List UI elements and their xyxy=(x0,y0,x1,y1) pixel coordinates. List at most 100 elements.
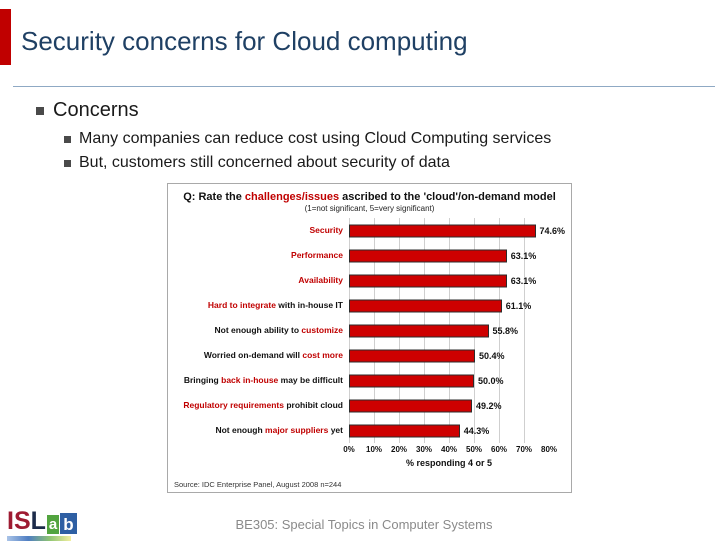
chart-figure: Q: Rate the challenges/issues ascribed t… xyxy=(167,183,572,493)
text-segment: major suppliers xyxy=(265,424,329,435)
text-segment: prohibit cloud xyxy=(283,399,343,410)
bar-track: 63.1% xyxy=(349,243,549,268)
chart-row: Not enough ability to customize 55.8% xyxy=(174,318,565,343)
text-segment: Not enough ability to xyxy=(214,324,302,335)
chart-rows: Security 74.6% Performance 63.1% Availabilit… xyxy=(174,218,565,443)
text-segment: ascribed to the 'cloud'/on-demand model xyxy=(339,191,556,203)
logo-text-b: b xyxy=(60,513,77,534)
x-tick-label: 40% xyxy=(440,445,458,454)
bar xyxy=(349,249,507,262)
sub-bullet-cost-label: Many companies can reduce cost using Clo… xyxy=(79,130,552,147)
bar-track: 49.2% xyxy=(349,393,549,418)
x-tick-label: 80% xyxy=(540,445,558,454)
bar-track: 61.1% xyxy=(349,293,549,318)
x-axis-label: % responding 4 or 5 xyxy=(405,458,492,468)
value-label: 74.6% xyxy=(539,225,566,236)
text-segment: Hard to integrate xyxy=(207,299,276,310)
text-segment: Worried on-demand will xyxy=(203,349,303,360)
islab-logo-text: IS L a b xyxy=(7,507,77,535)
bar xyxy=(349,224,536,237)
value-label: 63.1% xyxy=(510,250,537,261)
text-segment: cost more xyxy=(302,349,343,360)
value-label: 44.3% xyxy=(463,425,490,436)
category-label: Worried on-demand will cost more xyxy=(174,349,349,360)
bar-track: 63.1% xyxy=(349,268,549,293)
text-segment: with in-house IT xyxy=(275,299,343,310)
title-divider xyxy=(13,86,715,87)
bar-track: 44.3% xyxy=(349,418,549,443)
value-label: 50.0% xyxy=(478,375,504,386)
chart-row: Hard to integrate with in-house IT 61.1% xyxy=(174,293,565,318)
bar xyxy=(349,324,489,337)
square-bullet-icon xyxy=(64,159,71,167)
x-tick-label: 10% xyxy=(365,445,383,454)
text-segment: Q: Rate the xyxy=(183,191,245,203)
chart-title: Q: Rate the challenges/issues ascribed t… xyxy=(174,191,565,203)
square-bullet-icon xyxy=(36,106,44,115)
x-tick-label: 30% xyxy=(415,445,433,454)
bar xyxy=(349,374,474,387)
footer-text: BE305: Special Topics in Computer System… xyxy=(235,517,493,532)
bar xyxy=(349,299,502,312)
x-tick-label: 50% xyxy=(465,445,483,454)
logo-text-l: L xyxy=(30,507,46,535)
x-axis-ticks: 0% 10% 20% 30% 40% 50% 60% 70% 80% xyxy=(343,445,557,456)
sub-bullet-security-label: But, customers still concerned about sec… xyxy=(79,154,450,171)
bar-track: 74.6% xyxy=(349,218,565,243)
chart-row: Performance 63.1% xyxy=(174,243,565,268)
value-label: 63.1% xyxy=(510,275,537,286)
bar-track: 55.8% xyxy=(349,318,549,343)
category-label: Regulatory requirements prohibit cloud xyxy=(174,399,349,410)
square-bullet-icon xyxy=(64,135,71,143)
bar xyxy=(349,399,472,412)
chart-row: Bringing back in-house may be difficult 5… xyxy=(174,368,565,393)
category-label: Bringing back in-house may be difficult xyxy=(174,374,349,385)
text-segment: Not enough xyxy=(215,424,266,435)
x-tick-label: 70% xyxy=(515,445,533,454)
category-label: Not enough ability to customize xyxy=(174,324,349,335)
bullet-concerns-label: Concerns xyxy=(53,99,139,121)
logo-text-is: IS xyxy=(7,507,31,535)
value-label: 61.1% xyxy=(505,300,532,311)
bar-track: 50.0% xyxy=(349,368,549,393)
sub-bullet-cost: Many companies can reduce cost using Clo… xyxy=(64,130,551,148)
chart-row: Worried on-demand will cost more 50.4% xyxy=(174,343,565,368)
bar xyxy=(349,274,507,287)
slide-title: Security concerns for Cloud computing xyxy=(21,26,468,56)
text-segment: back in-house xyxy=(221,374,279,385)
text-segment: Bringing xyxy=(183,374,222,385)
x-tick-label: 20% xyxy=(390,445,408,454)
logo-text-a: a xyxy=(46,515,60,534)
text-segment: Availability xyxy=(298,274,343,285)
text-segment: challenges/issues xyxy=(244,191,340,203)
chart-row: Not enough major suppliers yet 44.3% xyxy=(174,418,565,443)
category-label: Security xyxy=(174,224,349,235)
value-label: 55.8% xyxy=(492,325,519,336)
bar xyxy=(349,424,460,437)
x-tick-label: 0% xyxy=(343,445,355,454)
text-segment: Security xyxy=(309,224,343,235)
bullet-concerns: Concerns xyxy=(36,99,139,122)
source-text: Source: IDC Enterprise Panel, August 200… xyxy=(174,480,342,489)
value-label: 50.4% xyxy=(479,350,505,361)
category-label: Performance xyxy=(174,250,349,260)
text-segment: may be difficult xyxy=(278,374,343,385)
red-accent-bar xyxy=(0,9,11,65)
islab-logo: IS L a b xyxy=(7,507,77,541)
chart-row: Availability 63.1% xyxy=(174,268,565,293)
x-tick-label: 60% xyxy=(490,445,508,454)
chart-row: Security 74.6% xyxy=(174,218,565,243)
chart-row: Regulatory requirements prohibit cloud 49… xyxy=(174,393,565,418)
text-segment: Regulatory requirements xyxy=(183,399,284,410)
category-label: Hard to integrate with in-house IT xyxy=(174,299,349,310)
sub-bullet-security: But, customers still concerned about sec… xyxy=(64,154,450,172)
text-segment: customize xyxy=(301,324,343,335)
category-label: Availability xyxy=(174,274,349,285)
bar xyxy=(349,349,475,362)
chart-subtitle: (1=not significant, 5=very significant) xyxy=(304,204,435,213)
value-label: 49.2% xyxy=(476,400,502,411)
logo-gradient-strip xyxy=(7,536,71,541)
text-segment: yet xyxy=(328,424,343,435)
bar-track: 50.4% xyxy=(349,343,549,368)
